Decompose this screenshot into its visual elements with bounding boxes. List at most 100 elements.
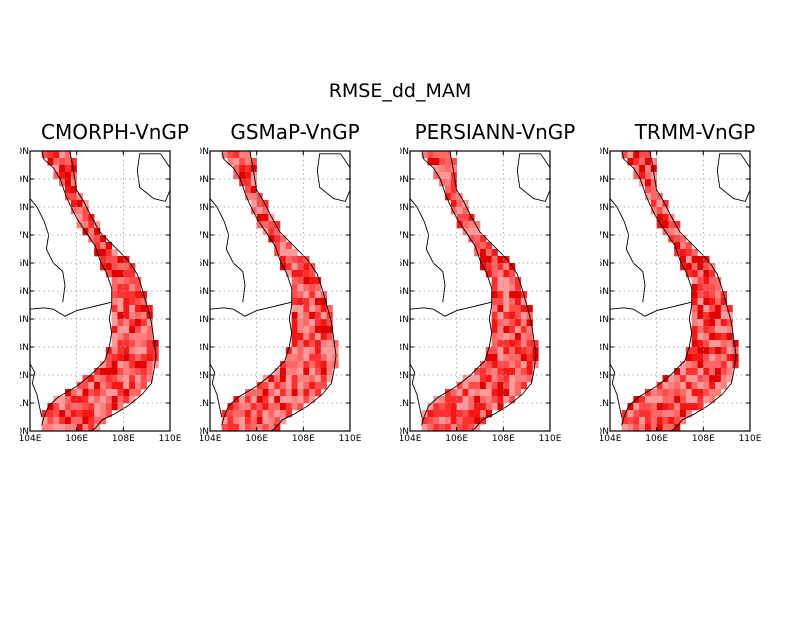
rmse-cell [76, 424, 83, 431]
rmse-cell [326, 319, 333, 327]
rmse-cell [309, 340, 316, 348]
rmse-cell [503, 291, 510, 299]
rmse-cell [123, 319, 130, 327]
rmse-cell [520, 354, 527, 362]
rmse-cell [82, 424, 89, 431]
rmse-cell [70, 389, 77, 397]
rmse-cell [123, 284, 130, 292]
rmse-cell [445, 158, 452, 166]
rmse-cell [123, 340, 130, 348]
rmse-cell [697, 298, 704, 306]
rmse-cell [633, 403, 640, 411]
rmse-cell [726, 361, 733, 369]
rmse-cell [239, 158, 246, 166]
rmse-cell [685, 403, 692, 411]
rmse-cell [515, 375, 522, 383]
rmse-cell [680, 361, 687, 369]
rmse-cell [450, 410, 457, 418]
rmse-cell [697, 389, 704, 397]
rmse-cell [697, 291, 704, 299]
rmse-cell [668, 410, 675, 418]
rmse-cell [291, 312, 298, 320]
rmse-cell [262, 396, 269, 404]
rmse-cell [280, 249, 287, 257]
rmse-cell [47, 410, 54, 418]
rmse-cell [468, 410, 475, 418]
rmse-cell [140, 298, 147, 306]
rmse-cell [474, 368, 481, 376]
rmse-cell [140, 382, 147, 390]
rmse-cell [691, 263, 698, 271]
rmse-cell [480, 417, 487, 425]
rmse-cell [645, 403, 652, 411]
rmse-cell [474, 382, 481, 390]
rmse-cell [509, 326, 516, 334]
rmse-cell [309, 291, 316, 299]
rmse-cell [274, 368, 281, 376]
rmse-cell [123, 256, 130, 264]
rmse-cell [303, 340, 310, 348]
rmse-cell [668, 375, 675, 383]
map-panel-gsmap: 10N 11N 12N 13N 14N 15N 16N 17N 18N 19N 20N 104E 106… [200, 118, 390, 453]
rmse-cell [123, 361, 130, 369]
rmse-cell [691, 347, 698, 355]
rmse-cell [503, 277, 510, 285]
rmse-cell [445, 193, 452, 201]
rmse-cell [674, 228, 681, 236]
rmse-cell [697, 312, 704, 320]
rmse-cell [662, 382, 669, 390]
rmse-cell [117, 354, 124, 362]
rmse-cell [715, 291, 722, 299]
rmse-cell [703, 375, 710, 383]
rmse-cell [309, 277, 316, 285]
rmse-cell [291, 375, 298, 383]
rmse-cell [53, 158, 60, 166]
rmse-cell [450, 403, 457, 411]
rmse-cell [674, 424, 681, 431]
rmse-cell [520, 326, 527, 334]
coastlines [410, 151, 550, 431]
rmse-cell [720, 340, 727, 348]
rmse-cell [47, 158, 54, 166]
rmse-cell [309, 326, 316, 334]
rmse-cell [520, 305, 527, 313]
rmse-cell [326, 340, 333, 348]
rmse-cell [88, 375, 95, 383]
rmse-cell [76, 200, 83, 208]
rmse-cell [691, 361, 698, 369]
lat-tick-label: 12N [20, 371, 29, 381]
rmse-cell [245, 179, 252, 187]
rmse-cell [674, 382, 681, 390]
rmse-cell [639, 424, 646, 431]
rmse-cell [111, 354, 118, 362]
rmse-cell [515, 312, 522, 320]
main-title: RMSE_dd_MAM [328, 80, 472, 102]
rmse-cell [503, 256, 510, 264]
rmse-cell [297, 361, 304, 369]
rmse-cell [503, 389, 510, 397]
rmse-cell [503, 326, 510, 334]
rmse-cell [326, 347, 333, 355]
rmse-cell [315, 291, 322, 299]
rmse-cell [70, 165, 77, 173]
rmse-cell [76, 214, 83, 222]
rmse-cell [474, 221, 481, 229]
rmse-cell [297, 333, 304, 341]
lat-tick-label: 16N [20, 259, 29, 269]
rmse-cell [111, 361, 118, 369]
coastline-path [410, 301, 492, 317]
rmse-cell [450, 179, 457, 187]
rmse-cell [497, 284, 504, 292]
lat-tick-label: 14N [400, 315, 409, 325]
rmse-cell [503, 347, 510, 355]
rmse-cell [111, 312, 118, 320]
rmse-cell [297, 270, 304, 278]
rmse-cell [297, 312, 304, 320]
rmse-cell [674, 235, 681, 243]
rmse-cell [250, 158, 257, 166]
rmse-cell [280, 361, 287, 369]
rmse-cell [250, 179, 257, 187]
rmse-cell [227, 151, 234, 159]
rmse-cell [497, 340, 504, 348]
rmse-cell [650, 158, 657, 166]
